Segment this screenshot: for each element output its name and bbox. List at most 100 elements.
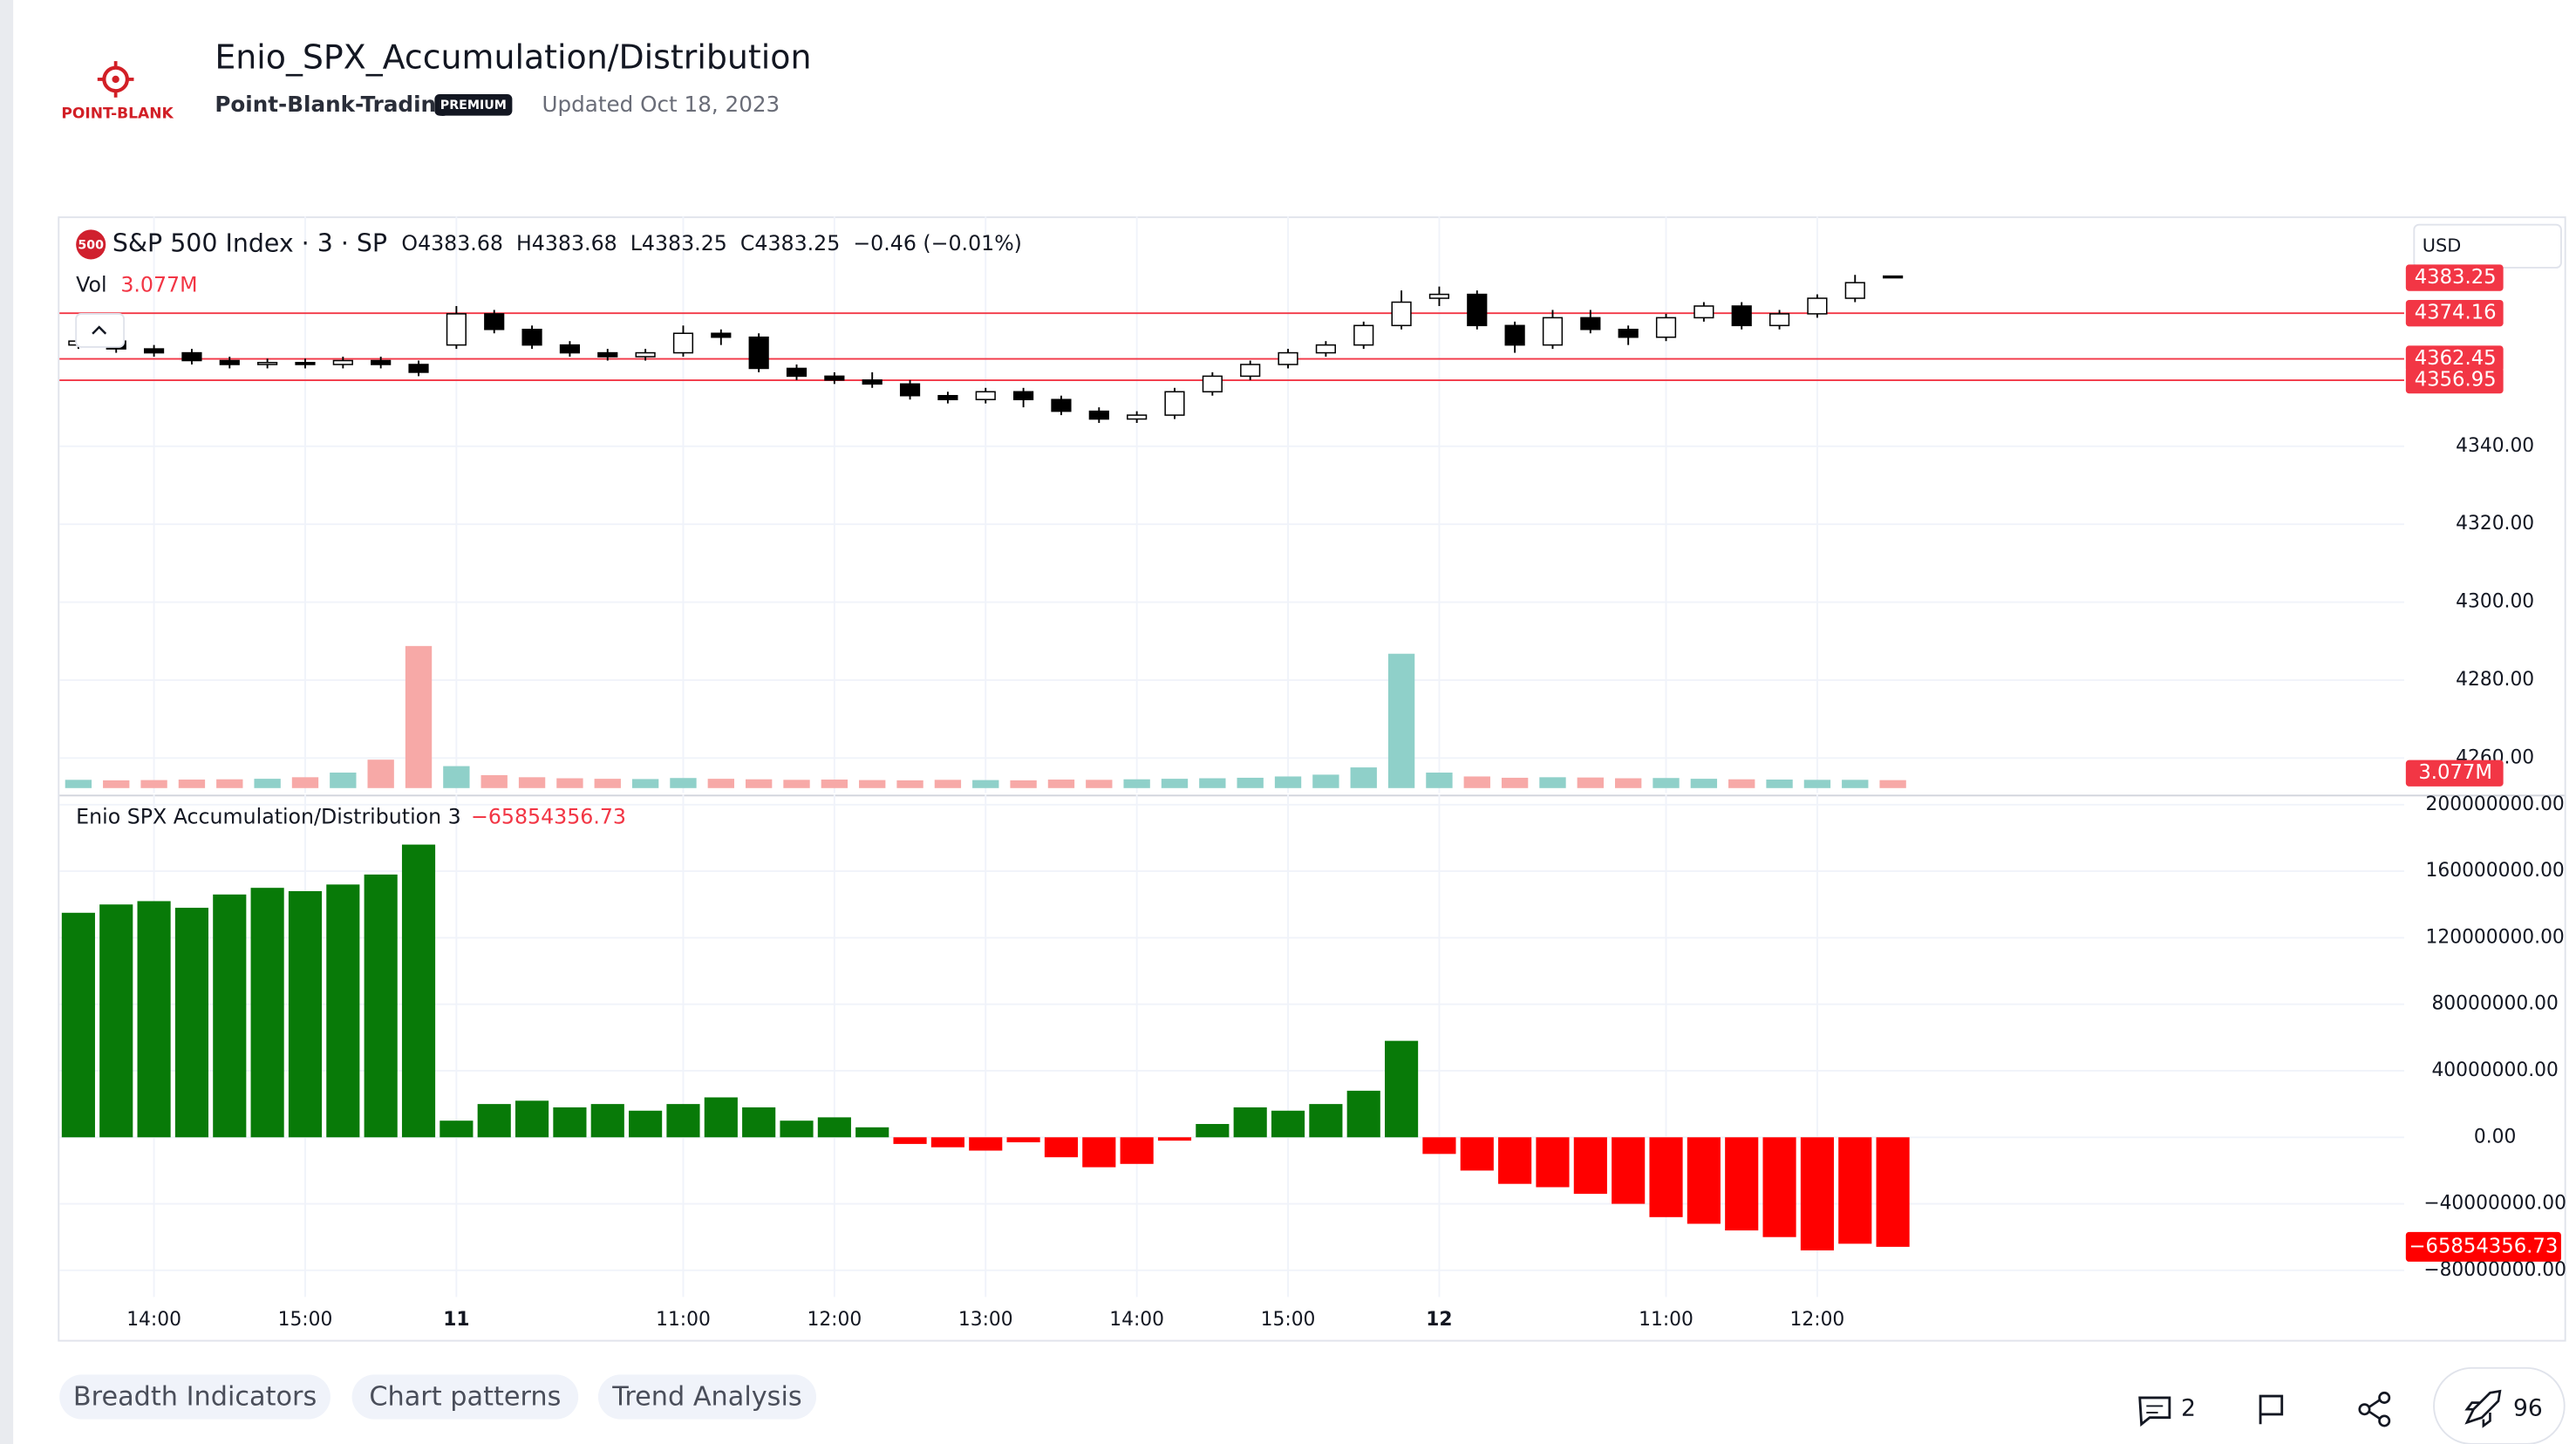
indicator-tag-bg	[2405, 1231, 2561, 1262]
ad-bar	[1271, 1110, 1305, 1138]
y-tick-label: 0.00	[2474, 1126, 2516, 1148]
ad-bar	[704, 1097, 738, 1138]
candle-body	[408, 364, 429, 373]
volume-bar	[1766, 780, 1793, 788]
volume-tag: 3.077M	[2418, 761, 2492, 784]
symbol-title[interactable]: S&P 500 Index · 3 · SP	[112, 228, 387, 257]
x-tick-label: 15:00	[278, 1309, 333, 1331]
level-tag: 4362.45	[2415, 347, 2497, 370]
boost-button[interactable]	[2433, 1366, 2566, 1444]
x-tick-label: 11:00	[656, 1309, 711, 1331]
ad-bar	[1346, 1090, 1380, 1138]
tag-pill[interactable]	[597, 1374, 817, 1420]
ad-bar	[1800, 1137, 1834, 1250]
ad-bar	[855, 1127, 889, 1138]
candle-body	[635, 351, 656, 358]
comment-count[interactable]: 2	[2181, 1395, 2196, 1422]
volume-bar	[1274, 776, 1302, 788]
volume-bar	[707, 779, 734, 788]
volume-bar	[896, 780, 923, 788]
ad-bar	[780, 1120, 814, 1138]
collapse-button[interactable]	[75, 313, 126, 348]
x-tick-label: 12:00	[1790, 1309, 1845, 1331]
volume-bar	[934, 780, 962, 788]
volume-bar	[1010, 780, 1037, 788]
ad-bar	[1498, 1137, 1532, 1184]
candle-body	[1088, 410, 1109, 420]
currency: USD	[2423, 235, 2462, 255]
volume-bar	[1123, 779, 1150, 788]
ad-bar	[1649, 1137, 1683, 1217]
indicator-tag: −65854356.73	[2409, 1235, 2558, 1257]
volume-bar	[859, 780, 886, 788]
share-icon[interactable]	[2358, 1391, 2391, 1427]
ad-bar	[288, 890, 323, 1138]
symbol-badge: 500	[78, 238, 104, 252]
tag-pill[interactable]	[59, 1374, 331, 1420]
candle-body	[786, 367, 808, 378]
footer: 2 96 Breadth Indicators Chart patterns Tre…	[59, 1366, 2566, 1444]
ad-bar	[1725, 1137, 1759, 1231]
candle-body	[672, 332, 694, 354]
x-tick-label: 12:00	[807, 1309, 862, 1331]
volume-title: Vol	[76, 272, 106, 296]
volume-bar	[594, 779, 621, 788]
symbol-icon	[76, 229, 106, 260]
candle-body	[1315, 344, 1336, 354]
candle-body	[257, 362, 278, 365]
y-tick-label: 80000000.00	[2431, 993, 2558, 1015]
volume-bar	[405, 645, 433, 788]
level-tag: 4356.95	[2415, 369, 2497, 392]
volume-bar	[1728, 779, 1755, 788]
y-tick-label: 120000000.00	[2426, 926, 2565, 948]
ad-bar	[1838, 1137, 1872, 1244]
candle-body	[1768, 313, 1790, 327]
ad-bar	[1233, 1107, 1267, 1138]
volume-bar	[1161, 779, 1189, 788]
x-tick-label: 11	[443, 1309, 469, 1331]
ohlc-legend: O4383.68 H4383.68 L4383.25 C4383.25 −0.4…	[401, 231, 1021, 255]
ad-bar	[401, 844, 436, 1138]
flag-icon[interactable]	[2259, 1394, 2284, 1425]
candle-body	[559, 344, 581, 354]
volume-bar	[821, 780, 848, 788]
volume-bar	[291, 777, 319, 788]
tag-label: Breadth Indicators	[73, 1381, 317, 1412]
volume-bar	[783, 780, 810, 788]
candle-body	[1278, 351, 1298, 365]
candle-body	[1844, 282, 1865, 299]
tag-label: Chart patterns	[369, 1381, 561, 1412]
candle-body	[937, 394, 958, 400]
volume-bar	[745, 779, 773, 788]
volume-tag-bg	[2405, 759, 2504, 787]
candle-body	[824, 375, 845, 381]
volume-bar	[1086, 780, 1113, 788]
tag-pill[interactable]	[351, 1374, 579, 1420]
candle-body	[1013, 391, 1034, 400]
candle-body	[711, 332, 732, 338]
y-tick-label: −40000000.00	[2423, 1193, 2566, 1215]
candle-body	[899, 383, 921, 397]
volume-bar	[670, 778, 697, 788]
level-tag-bg	[2405, 300, 2504, 327]
candle-body	[1127, 414, 1148, 420]
y-tick-label: 4340.00	[2456, 435, 2534, 457]
volume-bar	[1047, 780, 1075, 788]
volume-bar	[480, 774, 508, 788]
ad-bar	[364, 874, 398, 1138]
boost-count: 96	[2513, 1395, 2543, 1422]
candle-body	[748, 336, 769, 370]
y-tick-label: 4300.00	[2456, 591, 2534, 613]
volume-bar	[1653, 778, 1680, 788]
candle-body	[1504, 324, 1525, 346]
candle-body	[1731, 305, 1752, 327]
y-tick-label: −80000000.00	[2423, 1259, 2566, 1281]
candle-body	[1580, 317, 1601, 330]
volume-bar	[1426, 773, 1453, 788]
candle-body	[1618, 329, 1639, 338]
ad-bar	[1612, 1137, 1646, 1204]
author[interactable]: Point-Blank-Trading	[215, 92, 451, 117]
ad-bar	[1536, 1137, 1570, 1188]
ad-bar	[515, 1100, 549, 1138]
